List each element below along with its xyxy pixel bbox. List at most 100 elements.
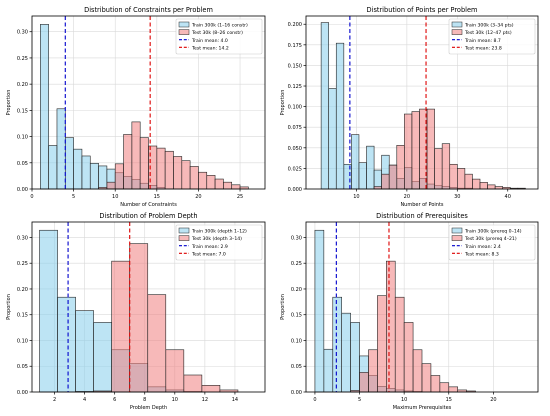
histogram-bar-test	[394, 296, 405, 393]
histogram-bar-test	[479, 182, 488, 190]
y-tick-label: 0.20	[17, 82, 28, 88]
legend-label: Test 30k (depth 3–14)	[191, 236, 242, 242]
histogram-bar-test	[368, 349, 378, 393]
x-tick-label: 6	[113, 397, 116, 403]
y-tick-label: 0.050	[288, 146, 302, 152]
legend-train-patch	[178, 227, 190, 234]
histogram-bar-test	[164, 150, 174, 190]
x-tick-label: 15	[154, 194, 160, 200]
histogram-bar-train	[98, 165, 108, 190]
y-tick-label: 0.125	[288, 84, 302, 90]
legend-train-patch	[451, 227, 463, 234]
y-tick-label: 0.25	[17, 261, 28, 267]
histogram-bar-test	[131, 121, 141, 190]
plot-frame	[31, 221, 266, 393]
histogram-bar-test	[426, 108, 435, 190]
x-tick-label: 15	[446, 397, 452, 403]
legend-label: Train 300k (depth 1–12)	[191, 229, 247, 235]
y-tick-label: 0.00	[17, 187, 28, 193]
histogram-bar-train	[335, 42, 345, 190]
x-tick-label: 2	[53, 397, 56, 403]
histogram-bar-train	[328, 88, 337, 190]
legend-label: Train 300k (1–16 constr)	[191, 23, 248, 29]
histogram-bar-test	[381, 173, 390, 190]
histogram-bar-test	[457, 168, 466, 190]
histogram-bar-train	[64, 137, 74, 190]
y-tick-label: 0.025	[288, 166, 302, 172]
legend-box	[175, 18, 263, 55]
x-tick-label: 40	[505, 194, 511, 200]
histogram-bar-train	[56, 108, 66, 190]
legend-label: Test 30k (12–47 pts)	[464, 30, 512, 36]
histogram-bar-test	[106, 181, 116, 190]
histogram-bar-train	[341, 312, 351, 393]
histogram-bar-test	[403, 322, 414, 393]
x-axis-label: Number of Points	[400, 202, 443, 208]
chart-panel-3: 0.00 0.05 0.10 0.15 0.20 0.25 0.30 2 4 6 8 10 12 14 Di…	[6, 212, 266, 411]
plot-frame	[305, 15, 539, 190]
y-tick-label: 0.25	[17, 56, 28, 62]
legend-label: Test mean: 23.8	[464, 45, 502, 51]
x-tick-label: 5	[72, 194, 75, 200]
plot-frame	[305, 221, 539, 393]
histogram-bar-test	[441, 143, 451, 190]
legend-box	[175, 224, 263, 261]
chart-title: Distribution of Problem Depth	[99, 212, 197, 220]
legend-label: Train 300k (prereq 0–14)	[464, 229, 522, 235]
histogram-bar-test	[396, 145, 405, 190]
x-tick-label: 0	[30, 194, 33, 200]
x-tick-label: 10	[401, 397, 407, 403]
histogram-bar-test	[201, 385, 221, 393]
y-tick-label: 0.15	[17, 313, 28, 319]
x-tick-label: 25	[237, 194, 243, 200]
legend: Train 300k (depth 1–12)Test 30k (depth 3…	[175, 224, 263, 261]
y-tick-label: 0.15	[291, 313, 302, 319]
legend-label: Test 30k (prereq 4–21)	[464, 236, 517, 242]
histogram-bar-test	[434, 148, 443, 190]
histogram-bar-train	[40, 24, 49, 190]
histogram-bar-test	[421, 363, 432, 393]
histogram-bar-train	[351, 134, 360, 190]
x-axis-label: Number of Constraints	[120, 202, 177, 208]
histogram-bar-test	[114, 163, 124, 190]
y-tick-label: 0.00	[291, 390, 302, 396]
histogram-bar-test	[412, 349, 423, 393]
legend-train-patch	[178, 21, 190, 28]
y-tick-label: 0.20	[291, 287, 302, 293]
histogram-bar-train	[89, 163, 99, 190]
histogram-bar-train	[323, 348, 334, 393]
legend-box	[448, 18, 536, 55]
histogram-bar-test	[111, 260, 131, 393]
histogram-bar-test	[359, 372, 369, 393]
x-tick-label: 10	[353, 194, 359, 200]
histogram-bar-test	[198, 171, 208, 190]
y-tick-label: 0.150	[288, 63, 302, 69]
x-tick-label: 20	[490, 397, 496, 403]
plot-frame	[31, 15, 266, 190]
histogram-bar-test	[464, 173, 473, 190]
histogram-bar-train	[358, 162, 367, 190]
histogram-bar-test	[404, 113, 413, 190]
x-tick-label: 10	[172, 397, 178, 403]
x-tick-label: 8	[143, 397, 146, 403]
histogram-bar-test	[448, 386, 458, 393]
legend-label: Test mean: 7.0	[191, 251, 226, 257]
histogram-bar-test	[430, 375, 441, 393]
histogram-bar-test	[411, 111, 420, 190]
histogram-bar-test	[386, 260, 396, 393]
histogram-bar-test	[377, 295, 387, 393]
histogram-bar-train	[332, 296, 342, 393]
histogram-bar-train	[93, 322, 112, 393]
x-tick-label: 20	[195, 194, 201, 200]
legend-label: Train mean: 4.0	[191, 38, 228, 44]
legend-label: Train mean: 2.9	[191, 244, 228, 250]
legend-test-patch	[451, 29, 463, 35]
legend-test-patch	[178, 29, 190, 35]
y-tick-label: 0.30	[17, 30, 28, 36]
y-tick-label: 0.000	[288, 187, 302, 193]
y-tick-label: 0.05	[291, 364, 302, 370]
histogram-bar-test	[183, 374, 203, 393]
histogram-bar-test	[189, 166, 199, 190]
y-tick-label: 0.075	[288, 125, 302, 131]
y-tick-label: 0.30	[291, 235, 302, 241]
